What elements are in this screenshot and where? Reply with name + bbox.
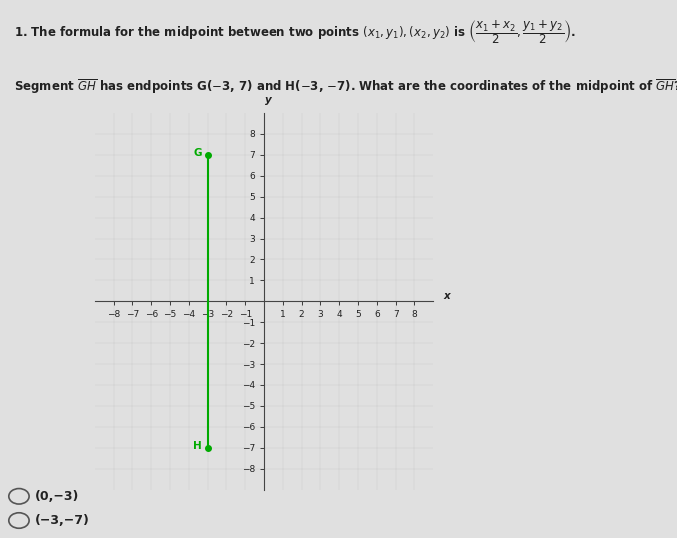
Text: G: G <box>194 148 202 158</box>
Text: 1. The formula for the midpoint between two points $(x_1,y_1), (x_2,y_2)$ is $\l: 1. The formula for the midpoint between … <box>14 18 576 46</box>
Text: x: x <box>443 291 450 301</box>
Text: y: y <box>265 95 272 105</box>
Text: (0,−3): (0,−3) <box>35 490 80 503</box>
Text: (−3,−7): (−3,−7) <box>35 514 90 527</box>
Text: H: H <box>193 441 202 451</box>
Text: Segment $\overline{GH}$ has endpoints G($-$3, 7) and H($-$3, $-$7). What are the: Segment $\overline{GH}$ has endpoints G(… <box>14 76 677 96</box>
